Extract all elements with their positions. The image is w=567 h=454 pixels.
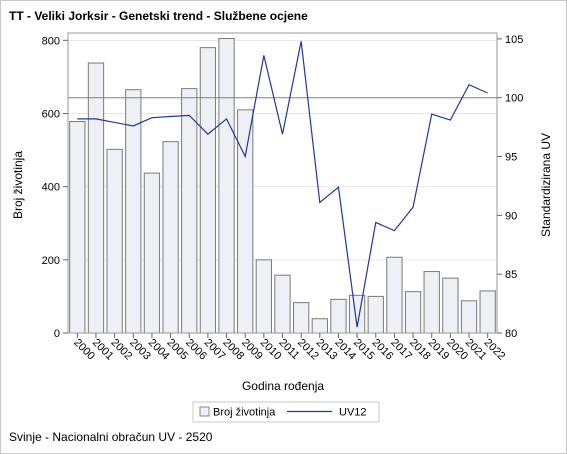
bar-2015	[348, 294, 366, 334]
bar-2014	[330, 298, 347, 334]
y2-tick-label: 105	[505, 34, 523, 46]
y2-tick-label: 95	[505, 152, 517, 164]
bar-2005	[162, 141, 179, 334]
x-axis-label: Godina rođenja	[242, 379, 324, 393]
bar-2006	[181, 88, 198, 334]
bar-2019	[423, 271, 440, 334]
uv12-line	[77, 41, 488, 328]
bar-2016	[367, 295, 384, 334]
y2-axis-label: Standardizirana UV	[539, 133, 553, 237]
y2-tick-label: 85	[505, 269, 517, 281]
bar-2021	[460, 300, 478, 334]
legend-box	[192, 401, 380, 423]
y-axis-label: Broj životinja	[11, 151, 25, 219]
bar-2017	[386, 256, 403, 334]
chart-title: TT - Veliki Jorksir - Genetski trend - S…	[9, 9, 308, 23]
y-tick-label: 400	[42, 182, 60, 194]
bar-2012	[293, 302, 310, 334]
bar-2011	[274, 274, 291, 334]
legend: Broj životinja UV12	[192, 401, 380, 423]
y-tick-label: 0	[54, 328, 60, 340]
y2-tick-label: 80	[505, 328, 517, 340]
bar-2004	[143, 172, 161, 334]
y2-tick-label: 90	[505, 210, 517, 222]
y-tick-label: 200	[42, 255, 60, 267]
footnote: Svinje - Nacionalni obračun UV - 2520	[9, 430, 213, 444]
bar-2020	[442, 277, 459, 334]
bar-2000	[69, 121, 86, 334]
y2-tick-label: 100	[505, 93, 523, 105]
bar-2022	[479, 290, 496, 334]
bar-2018	[404, 291, 422, 334]
bar-2007	[199, 47, 217, 334]
bar-2002	[106, 148, 123, 334]
line-series	[77, 41, 488, 328]
legend-label-line: UV12	[339, 407, 367, 419]
bar-2013	[311, 318, 328, 334]
legend-swatch-bars	[199, 406, 210, 417]
bar-2010	[255, 259, 272, 334]
legend-label-bars: Broj životinja	[213, 407, 276, 419]
bar-series	[69, 37, 496, 334]
y-tick-label: 600	[42, 108, 60, 120]
bar-2008	[218, 37, 235, 334]
y-tick-label: 800	[42, 35, 60, 47]
bar-2001	[87, 62, 105, 334]
bar-2009	[237, 109, 254, 334]
